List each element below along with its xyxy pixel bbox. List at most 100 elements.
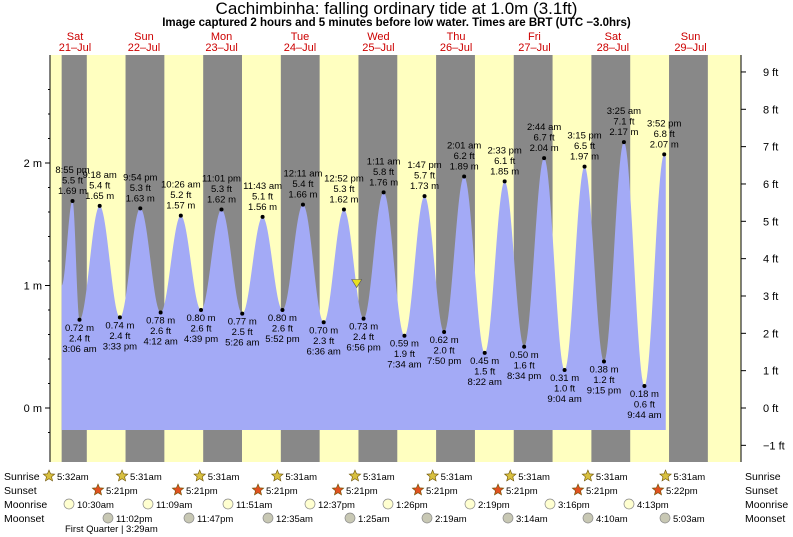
moonset-time-0: 11:02pm — [116, 514, 152, 525]
high-tide-label-29-1: 7.1 ft — [613, 117, 634, 128]
right-tick-label-8: 7 ft — [763, 142, 778, 154]
sunset-icon — [251, 483, 265, 496]
sunrise-icon — [193, 469, 207, 482]
day-date-4: 25–Jul — [362, 42, 394, 54]
low-tide-label-22-1: 1.5 ft — [474, 366, 495, 377]
day-date-8: 29–Jul — [674, 42, 706, 54]
high-tide-point-31 — [662, 152, 667, 157]
day-date-5: 26–Jul — [440, 42, 472, 54]
high-tide-label-11-1: 5.1 ft — [252, 191, 273, 202]
low-tide-point-20 — [442, 330, 447, 335]
low-tide-label-4-0: 0.74 m — [105, 320, 134, 331]
sunrise-time-1: 5:31am — [130, 472, 162, 483]
low-tide-label-2-2: 3:06 am — [62, 344, 96, 355]
low-tide-label-28-0: 0.38 m — [589, 364, 618, 375]
low-tide-label-14-1: 2.3 ft — [313, 336, 334, 347]
low-tide-point-16 — [361, 316, 366, 321]
high-tide-label-31-1: 6.8 ft — [654, 129, 675, 140]
low-tide-label-20-0: 0.62 m — [430, 335, 459, 346]
low-tide-label-12-2: 5:52 pm — [265, 334, 299, 345]
moonrise-icon — [142, 498, 154, 510]
sunset-icon — [171, 483, 185, 496]
high-tide-label-9-0: 11:01 pm — [202, 174, 241, 185]
moonrise-icon — [464, 498, 476, 510]
low-tide-label-20-2: 7:50 pm — [427, 356, 461, 367]
high-tide-point-5 — [138, 206, 143, 211]
high-tide-label-17-0: 1:11 am — [367, 156, 401, 167]
low-tide-point-10 — [240, 311, 245, 316]
low-tide-label-8-0: 0.80 m — [186, 313, 215, 324]
sunset-row-label-right: Sunset — [745, 485, 778, 497]
daylight-band-start — [50, 55, 62, 462]
sunset-time-6: 5:21pm — [586, 486, 618, 497]
chart-title: Cachimbinha: falling ordinary tide at 1.… — [215, 0, 578, 18]
moonset-time-5: 3:14am — [516, 514, 548, 525]
moonrise-row-label-right: Moonrise — [745, 499, 788, 511]
right-tick-label-1: 0 ft — [763, 403, 778, 415]
sunset-icon — [651, 483, 665, 496]
low-tide-label-4-1: 2.4 ft — [109, 331, 130, 342]
sunrise-icon — [348, 469, 362, 482]
low-tide-label-6-0: 0.78 m — [146, 315, 175, 326]
moonrise-icon — [222, 498, 234, 510]
low-tide-label-18-0: 0.59 m — [390, 339, 419, 350]
high-tide-label-15-0: 12:52 pm — [324, 174, 364, 185]
moonrise-icon — [304, 498, 316, 510]
low-tide-label-8-1: 2.6 ft — [190, 324, 211, 335]
high-tide-label-11-0: 11:43 am — [243, 181, 282, 192]
high-tide-label-27-0: 3:15 pm — [567, 131, 601, 142]
high-tide-label-1-1: 5.5 ft — [62, 175, 83, 186]
moonset-icon — [262, 512, 274, 524]
high-tide-point-3 — [97, 203, 102, 208]
high-tide-label-27-2: 1.97 m — [570, 152, 599, 163]
daylight-band-8 — [707, 55, 741, 462]
sunset-icon — [491, 483, 505, 496]
high-tide-label-19-0: 1:47 pm — [407, 160, 441, 171]
low-tide-label-16-2: 6:56 pm — [346, 343, 380, 354]
moonrise-icon — [544, 498, 556, 510]
low-tide-point-12 — [280, 308, 285, 312]
high-tide-label-21-1: 6.2 ft — [454, 151, 475, 162]
high-tide-point-7 — [178, 213, 183, 218]
sunset-time-1: 5:21pm — [186, 486, 218, 497]
high-tide-label-31-0: 3:52 pm — [647, 118, 681, 129]
day-name-0: Sat — [67, 31, 84, 43]
high-tide-label-17-2: 1.76 m — [369, 177, 398, 188]
sunset-icon — [331, 483, 345, 496]
high-tide-label-3-2: 1.65 m — [85, 191, 114, 202]
moonset-icon — [659, 512, 671, 524]
right-tick-label-7: 6 ft — [763, 179, 778, 191]
low-tide-label-26-1: 1.0 ft — [554, 384, 575, 395]
low-tide-label-10-2: 5:26 am — [225, 338, 259, 349]
high-tide-point-1 — [70, 198, 75, 203]
high-tide-label-27-1: 6.5 ft — [574, 141, 595, 152]
sunrise-icon — [426, 469, 440, 482]
moonrise-time-6: 3:16pm — [558, 500, 590, 511]
sunrise-row-label-right: Sunrise — [745, 471, 781, 483]
sunrise-icon — [503, 469, 517, 482]
left-tick-label-0: 0 m — [24, 403, 42, 415]
moonrise-time-7: 4:13pm — [637, 500, 669, 511]
high-tide-label-29-0: 3:25 am — [607, 106, 641, 117]
high-tide-label-7-1: 5.2 ft — [170, 190, 191, 201]
high-tide-label-17-1: 5.8 ft — [373, 167, 394, 178]
high-tide-point-13 — [300, 202, 305, 207]
high-tide-label-9-2: 1.62 m — [207, 195, 236, 206]
low-tide-point-8 — [199, 308, 204, 312]
moonrise-row-label-left: Moonrise — [4, 499, 47, 511]
low-tide-label-14-2: 6:36 am — [307, 346, 341, 357]
right-tick-label-3: 2 ft — [763, 328, 778, 340]
right-tick-label-6: 5 ft — [763, 216, 778, 228]
high-tide-label-7-2: 1.57 m — [166, 201, 195, 212]
low-tide-label-8-2: 4:39 pm — [184, 334, 218, 345]
low-tide-point-22 — [482, 350, 487, 355]
left-tick-label-2: 2 m — [24, 158, 42, 170]
sunrise-time-0: 5:32am — [57, 472, 89, 483]
high-tide-label-3-0: 9:18 am — [83, 170, 117, 181]
day-name-7: Sat — [605, 31, 622, 43]
moonset-time-3: 1:25am — [358, 514, 390, 525]
moonrise-time-1: 11:09am — [156, 500, 192, 511]
high-tide-label-5-1: 5.3 ft — [130, 183, 151, 194]
sunset-time-2: 5:21pm — [266, 486, 298, 497]
low-tide-point-26 — [562, 368, 567, 373]
